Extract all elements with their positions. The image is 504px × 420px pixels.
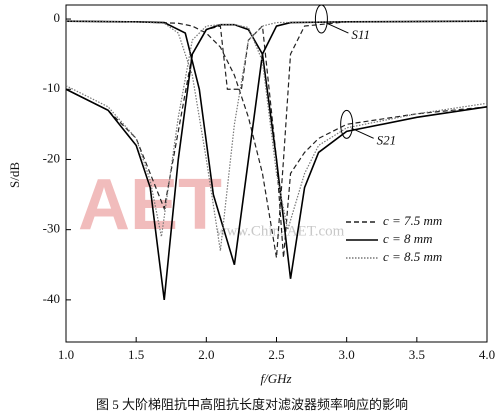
legend-label: c = 8 mm	[383, 231, 433, 246]
x-tick-label: 1.0	[58, 347, 74, 362]
watermark-logo: AET	[78, 165, 222, 245]
legend-label: c = 7.5 mm	[383, 213, 442, 228]
x-tick-label: 3.5	[409, 347, 425, 362]
x-tick-label: 2.5	[268, 347, 284, 362]
y-tick-label: -10	[43, 80, 60, 95]
annotation-label: S21	[377, 132, 397, 147]
caption: 图 5 大阶梯阻抗中高阻抗长度对滤波器频率响应的影响	[96, 397, 408, 412]
watermark: www.ChinaAET.com	[216, 223, 345, 239]
x-tick-label: 4.0	[479, 347, 495, 362]
annotation-ellipse	[314, 4, 328, 34]
annotation-ellipse	[340, 109, 354, 139]
annotation-arrow	[326, 22, 349, 34]
x-tick-label: 1.5	[128, 347, 144, 362]
x-axis-label: f/GHz	[260, 371, 291, 386]
series-line	[65, 24, 488, 258]
y-tick-label: -30	[43, 221, 60, 236]
series-line	[65, 24, 488, 237]
annotation-arrow	[351, 127, 374, 139]
y-tick-label: 0	[54, 10, 61, 25]
y-tick-label: -20	[43, 150, 60, 165]
x-tick-label: 3.0	[339, 347, 355, 362]
y-axis-label: S/dB	[7, 162, 22, 188]
y-tick-label: -40	[43, 291, 60, 306]
x-tick-label: 2.0	[198, 347, 214, 362]
legend-label: c = 8.5 mm	[383, 249, 442, 264]
annotation-label: S11	[351, 27, 370, 42]
